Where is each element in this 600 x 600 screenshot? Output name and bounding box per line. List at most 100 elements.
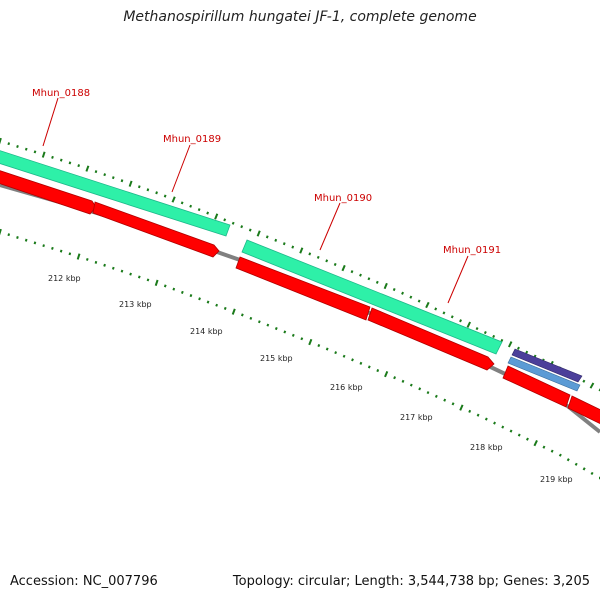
outer-tick <box>248 228 252 232</box>
gene-feature-mhun-0191[interactable] <box>367 307 495 371</box>
inner-tick <box>443 398 447 402</box>
gene-feature-mhun-0189[interactable] <box>92 201 220 258</box>
outer-tick <box>475 327 479 331</box>
inner-tick <box>129 272 132 276</box>
inner-tick <box>223 306 227 310</box>
outer-tick <box>359 273 362 277</box>
cds-feature-mhun-0188-0189[interactable] <box>0 149 231 237</box>
gene-label-leader-mhun-0188 <box>42 97 59 147</box>
gene-label-mhun-0188: Mhun_0188 <box>32 88 90 99</box>
outer-tick <box>68 161 72 165</box>
outer-tick <box>137 185 141 189</box>
gene-label-mhun-0191: Mhun_0191 <box>443 245 501 256</box>
inner-tick <box>574 462 578 466</box>
inner-tick <box>325 347 329 351</box>
kbp-label-214: 214 kbp <box>190 327 223 336</box>
outer-tick <box>516 346 520 350</box>
inner-tick <box>334 351 338 355</box>
inner-tick <box>68 252 72 256</box>
inner-tick <box>76 253 81 260</box>
outer-tick <box>24 147 28 151</box>
outer-tick <box>51 155 54 159</box>
gene-feature-next-right[interactable] <box>567 395 600 426</box>
inner-tick <box>33 241 37 245</box>
outer-tick <box>589 382 595 389</box>
gene-feature-next-left[interactable] <box>502 365 571 408</box>
outer-tick <box>214 213 219 220</box>
cds-feature-mhun-0190-0191[interactable] <box>241 239 503 355</box>
outer-tick <box>375 280 379 284</box>
inner-tick <box>215 303 219 307</box>
inner-tick <box>300 337 304 341</box>
inner-tick <box>566 458 570 462</box>
inner-tick <box>146 278 150 282</box>
inner-tick <box>172 287 176 291</box>
outer-tick <box>256 230 261 237</box>
inner-tick <box>198 297 201 301</box>
outer-tick <box>16 144 19 149</box>
outer-tick <box>265 235 269 239</box>
inner-tick <box>249 316 253 320</box>
outer-tick <box>155 191 158 195</box>
outer-tick <box>425 301 430 309</box>
inner-tick <box>257 320 261 324</box>
inner-tick <box>517 433 521 437</box>
inner-tick <box>59 249 63 253</box>
rna-feature-inner[interactable] <box>507 356 581 392</box>
inner-tick <box>359 361 363 365</box>
inner-tick <box>550 449 554 453</box>
rna-feature-outer[interactable] <box>511 348 583 383</box>
inner-tick <box>401 379 405 383</box>
outer-tick <box>231 221 235 225</box>
kbp-label-217: 217 kbp <box>400 413 433 422</box>
inner-tick <box>0 228 2 236</box>
gene-label-leader-mhun-0191 <box>447 255 469 304</box>
kbp-label-213: 213 kbp <box>119 300 152 309</box>
outer-tick <box>417 299 421 303</box>
outer-tick <box>240 225 244 229</box>
outer-tick <box>33 150 37 154</box>
inner-tick <box>189 294 193 298</box>
outer-tick <box>59 158 63 162</box>
gene-label-leader-mhun-0190 <box>319 202 341 251</box>
outer-tick <box>41 151 46 158</box>
inner-tick <box>426 391 430 395</box>
outer-tick <box>507 341 513 348</box>
inner-tick <box>85 257 89 261</box>
inner-tick <box>94 260 98 264</box>
kbp-label-218: 218 kbp <box>470 443 503 452</box>
inner-tick <box>7 233 11 237</box>
inner-tick <box>266 323 270 327</box>
kbp-label-216: 216 kbp <box>330 383 363 392</box>
inner-tick <box>525 437 529 441</box>
inner-tick <box>376 369 380 373</box>
outer-tick <box>146 188 150 192</box>
outer-tick <box>171 196 176 203</box>
outer-tick <box>103 173 107 177</box>
outer-tick <box>308 252 312 256</box>
outer-tick <box>492 334 496 339</box>
inner-tick <box>393 376 397 380</box>
inner-tick <box>367 365 371 369</box>
outer-tick <box>291 245 295 249</box>
kbp-label-215: 215 kbp <box>260 354 293 363</box>
inner-tick <box>154 279 159 287</box>
inner-tick <box>434 394 438 398</box>
outer-tick <box>409 295 413 299</box>
outer-tick <box>197 208 201 212</box>
outer-tick <box>7 142 11 146</box>
outer-tick <box>274 238 278 242</box>
inner-tick <box>308 338 313 346</box>
inner-tick <box>240 313 244 317</box>
gene-feature-mhun-0188[interactable] <box>0 169 97 215</box>
outer-tick <box>120 179 124 183</box>
outer-tick <box>401 291 405 295</box>
outer-tick-marks <box>0 137 600 392</box>
outer-tick <box>392 288 396 292</box>
gene-feature-mhun-0190[interactable] <box>235 256 371 321</box>
inner-tick <box>493 421 496 425</box>
inner-tick <box>582 467 586 471</box>
inner-tick <box>558 453 562 457</box>
